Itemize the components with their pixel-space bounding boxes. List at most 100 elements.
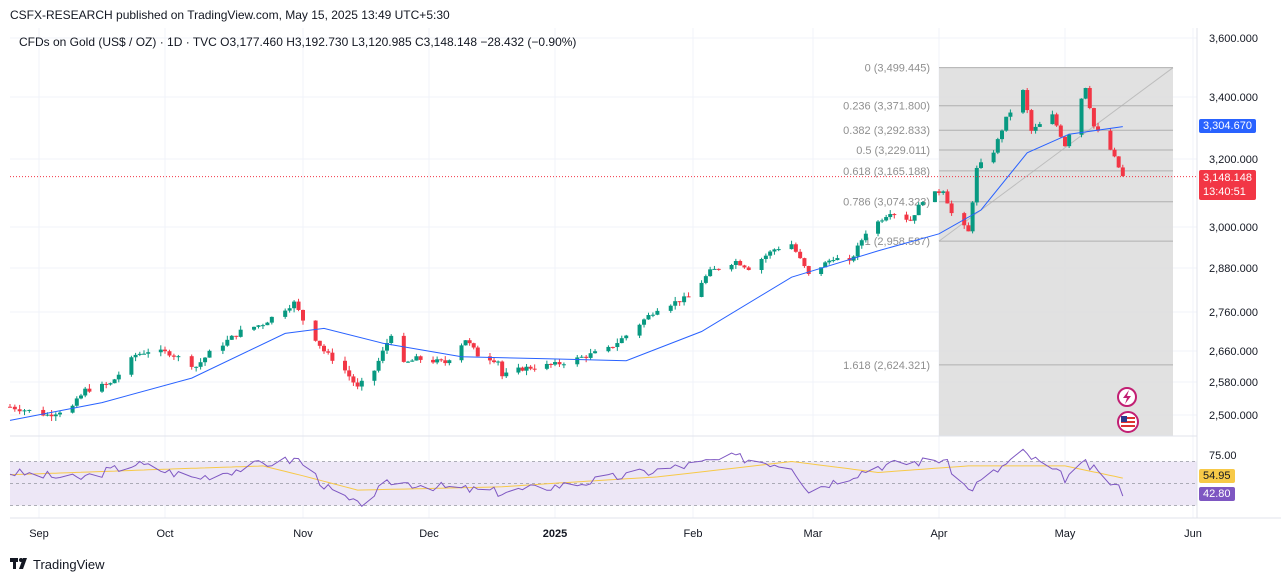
candle-body	[908, 219, 913, 221]
last-price-tag: 3,148.148 13:40:51	[1199, 170, 1256, 200]
fib-level-label: 0.5 (3,229.011)	[856, 145, 930, 157]
candle-body	[326, 351, 331, 353]
candle-body	[301, 309, 305, 321]
candle-body	[682, 296, 687, 303]
candle-body	[100, 383, 104, 392]
candle-body	[673, 301, 678, 306]
candle-body	[58, 412, 62, 415]
candle-body	[528, 366, 533, 369]
candle-body	[776, 249, 781, 251]
candle-body	[487, 356, 492, 361]
candle-body	[355, 382, 360, 387]
candles	[8, 85, 1125, 422]
candle-body	[916, 204, 921, 216]
candle-body	[22, 410, 27, 412]
candle-body	[637, 324, 642, 336]
time-tick-label: Sep	[29, 528, 49, 540]
candle-body	[855, 245, 860, 257]
candle-body	[1008, 112, 1013, 117]
candle-body	[768, 251, 773, 256]
candle-body	[376, 360, 381, 371]
candle-body	[932, 191, 937, 203]
price-tick-label: 2,880.000	[1209, 263, 1258, 275]
candle-body	[835, 258, 840, 261]
candle-body	[435, 359, 440, 363]
candle-body	[359, 380, 364, 387]
candle-body	[892, 214, 897, 216]
price-tick-label: 2,580.000	[1209, 377, 1258, 389]
price-tick-label: 2,500.000	[1209, 410, 1258, 422]
rsi-pane: 75.00	[9, 448, 1237, 508]
candle-body	[524, 366, 529, 371]
candle-body	[703, 276, 708, 283]
price-axis[interactable]: 3,600.000 3,400.000 3,200.000 3,000.000 2,88…	[1209, 33, 1258, 422]
candle-body	[112, 379, 117, 384]
candle-body	[418, 356, 423, 360]
fib-level-label: 0.382 (3,292.833)	[843, 125, 930, 137]
candle-body	[372, 370, 377, 381]
candle-body	[798, 251, 803, 259]
candle-body	[1096, 126, 1101, 131]
candle-body	[229, 335, 234, 340]
candle-body	[606, 346, 611, 352]
candle-body	[742, 265, 747, 268]
candle-body	[313, 320, 318, 341]
fib-level-label: 0.786 (3,074.323)	[843, 197, 930, 209]
candle-body	[819, 267, 824, 275]
candle-body	[668, 305, 673, 311]
candle-body	[863, 233, 868, 241]
candle-body	[941, 191, 946, 193]
candle-body	[53, 414, 58, 417]
candle-body	[650, 314, 655, 316]
candle-body	[406, 361, 410, 363]
ma-value-tag: 3,304.670	[1199, 119, 1256, 133]
candle-body	[265, 322, 270, 326]
price-tick-label: 3,600.000	[1209, 33, 1258, 45]
candle-body	[287, 308, 292, 311]
time-tick-label: Feb	[684, 528, 703, 540]
candle-body	[548, 363, 553, 365]
candle-body	[322, 345, 326, 352]
candle-body	[763, 255, 768, 260]
lightning-icon[interactable]	[1117, 387, 1137, 407]
event-icons[interactable]	[1117, 387, 1139, 433]
brand-name: TradingView	[33, 557, 105, 572]
candle-body	[171, 355, 176, 357]
candle-body	[1021, 90, 1025, 113]
candle-body	[158, 349, 163, 353]
rsi-band	[10, 461, 1197, 506]
candle-body	[1058, 125, 1063, 137]
candle-body	[831, 260, 836, 262]
candle-body	[686, 296, 691, 298]
candle-body	[646, 315, 651, 320]
candle-body	[579, 356, 584, 358]
fib-level-label: 1 (2,958.587)	[865, 236, 930, 248]
candle-body	[252, 326, 257, 330]
price-tick-label: 3,400.000	[1209, 92, 1258, 104]
candle-body	[292, 301, 297, 309]
candle-body	[793, 244, 798, 252]
rsi-value-tag: 42.80	[1199, 487, 1235, 501]
candle-body	[296, 301, 301, 310]
time-tick-label: Jun	[1184, 528, 1202, 540]
candle-body	[1050, 114, 1055, 125]
candle-body	[475, 347, 480, 357]
rsi-line	[9, 448, 1124, 508]
candle-body	[1004, 116, 1009, 131]
price-tick-label: 2,760.000	[1209, 307, 1258, 319]
candle-body	[1037, 124, 1042, 127]
time-axis[interactable]: Sep Oct Nov Dec 2025 Feb Mar Apr May Jun	[29, 528, 1202, 540]
candle-body	[827, 260, 832, 263]
moving-average-line	[9, 126, 1123, 421]
candle-body	[729, 264, 734, 270]
ohlc-header: CFDs on Gold (US$ / OZ) · 1D · TVC O3,17…	[19, 35, 577, 49]
candle-body	[995, 139, 1000, 153]
fib-retracement-box	[939, 68, 1173, 436]
candle-body	[116, 374, 121, 380]
candle-body	[330, 352, 335, 361]
candle-body	[520, 367, 525, 371]
candle-body	[471, 343, 476, 348]
us-flag-icon[interactable]	[1117, 411, 1139, 433]
candle-body	[198, 362, 203, 367]
